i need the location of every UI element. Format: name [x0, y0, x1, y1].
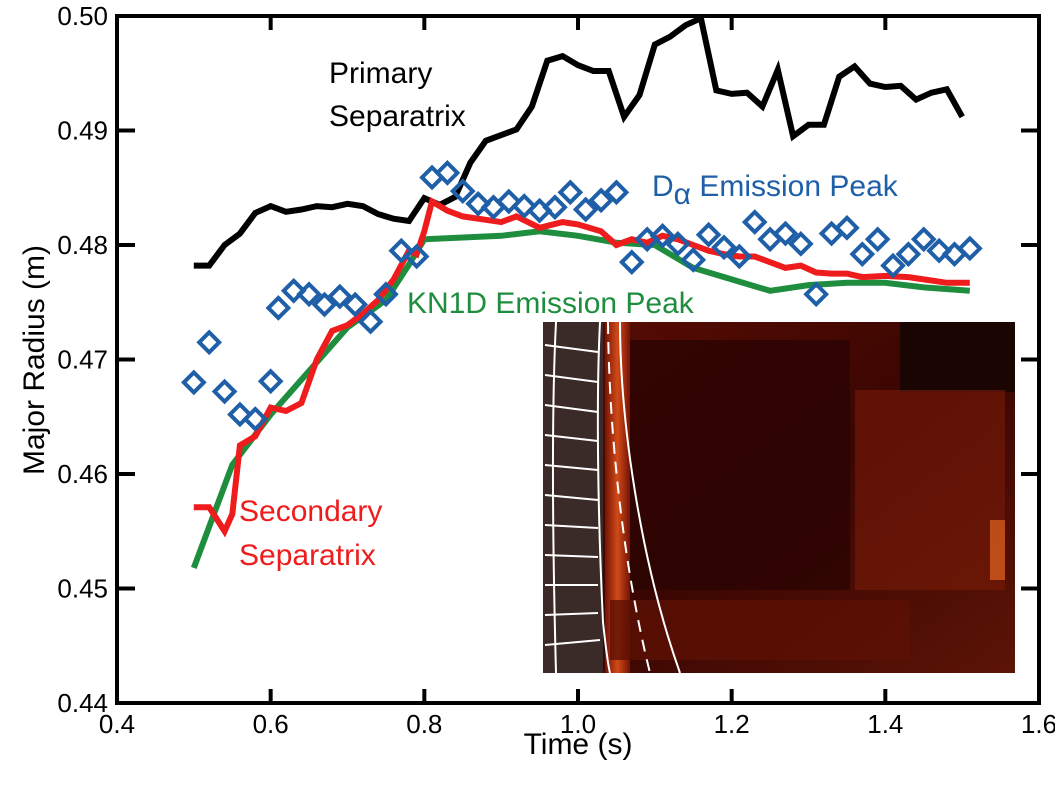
d-alpha-point: [496, 188, 522, 215]
d-alpha-point: [803, 281, 830, 308]
secondary-separatrix-line: [193, 196, 970, 538]
d-alpha-point: [665, 231, 691, 257]
d-alpha-point: [403, 243, 430, 270]
d-alpha-point: [465, 190, 491, 217]
d-alpha-point: [227, 401, 253, 428]
d-alpha-point: [864, 226, 891, 253]
x-tick-label-6: 1.6: [1021, 709, 1055, 739]
d-alpha-point: [296, 281, 322, 308]
y-tick-label-6: 0.50: [57, 1, 108, 31]
d-alpha-point: [311, 291, 338, 318]
secondary-separatrix-label-line2: Separatrix: [239, 539, 376, 572]
d-alpha-point: [449, 178, 476, 205]
d-alpha-point: [741, 209, 768, 235]
y-tick-label-1: 0.45: [57, 574, 108, 604]
y-tick-label-3: 0.47: [57, 345, 108, 375]
d-alpha-point: [588, 187, 614, 214]
d-alpha-point: [926, 237, 952, 264]
d-alpha-point: [181, 369, 207, 396]
primary-separatrix-line: [193, 14, 965, 269]
d-alpha-point: [257, 368, 284, 395]
d-alpha-point: [787, 231, 814, 257]
d-alpha-point: [388, 237, 415, 264]
kn1d-emission-peak-line: [190, 228, 971, 569]
d-alpha-point: [910, 226, 937, 253]
d-alpha-point: [711, 234, 737, 261]
d-alpha-point: [649, 223, 676, 249]
d-emission-peak-markers: [181, 160, 983, 432]
d-alpha-point: [357, 308, 384, 335]
d-alpha-rest: Emission Peak: [691, 170, 899, 203]
d-alpha-point: [772, 220, 799, 247]
d-alpha-point: [542, 194, 568, 221]
kn1d-emission-peak-label: KN1D Emission Peak: [407, 287, 695, 320]
d-alpha-point: [342, 291, 369, 318]
d-alpha-main: D: [652, 170, 674, 203]
d-alpha-point: [957, 235, 983, 262]
y-tick-label-2: 0.46: [57, 459, 108, 489]
d-alpha-point: [849, 241, 876, 267]
d-alpha-point: [511, 193, 538, 219]
d-alpha-point: [895, 241, 922, 267]
y-tick-label-5: 0.49: [57, 116, 108, 146]
x-tick-label-1: 0.6: [253, 709, 289, 739]
y-tick-label-0: 0.44: [57, 688, 108, 718]
d-alpha-point: [434, 160, 461, 186]
d-alpha-point: [242, 406, 269, 432]
d-alpha-point: [695, 221, 722, 248]
d-alpha-point: [726, 243, 753, 270]
x-tick-label-4: 1.2: [714, 709, 750, 739]
primary-separatrix-label-line2: Separatrix: [329, 100, 466, 133]
d-alpha-point: [603, 179, 630, 206]
d-alpha-emission-peak-label: Dα Emission Peak: [652, 170, 899, 211]
x-tick-label-0: 0.4: [99, 709, 135, 739]
primary-separatrix-label-line1: Primary: [329, 57, 432, 90]
d-alpha-point: [280, 277, 307, 304]
d-alpha-point: [834, 214, 860, 241]
x-tick-label-2: 0.8: [406, 709, 442, 739]
x-tick-label-5: 1.4: [867, 709, 903, 739]
camera-frame-image: [543, 321, 1015, 674]
y-tick-label-4: 0.48: [57, 230, 108, 260]
y-axis-title: Major Radius (m): [18, 245, 51, 475]
d-alpha-point: [572, 196, 599, 223]
x-axis-title: Time (s): [524, 728, 633, 761]
d-alpha-point: [373, 281, 399, 308]
x-tick-label-3: 1.0: [560, 709, 596, 739]
d-alpha-point: [680, 247, 707, 273]
d-alpha-point: [211, 378, 238, 405]
d-alpha-point: [196, 329, 223, 356]
d-alpha-point: [265, 295, 292, 321]
d-alpha-sub: α: [674, 178, 691, 211]
d-alpha-point: [618, 249, 645, 276]
d-alpha-point: [326, 283, 353, 310]
secondary-separatrix-label-line1: Secondary: [239, 495, 382, 528]
d-alpha-point: [880, 252, 906, 279]
d-alpha-point: [557, 179, 584, 206]
